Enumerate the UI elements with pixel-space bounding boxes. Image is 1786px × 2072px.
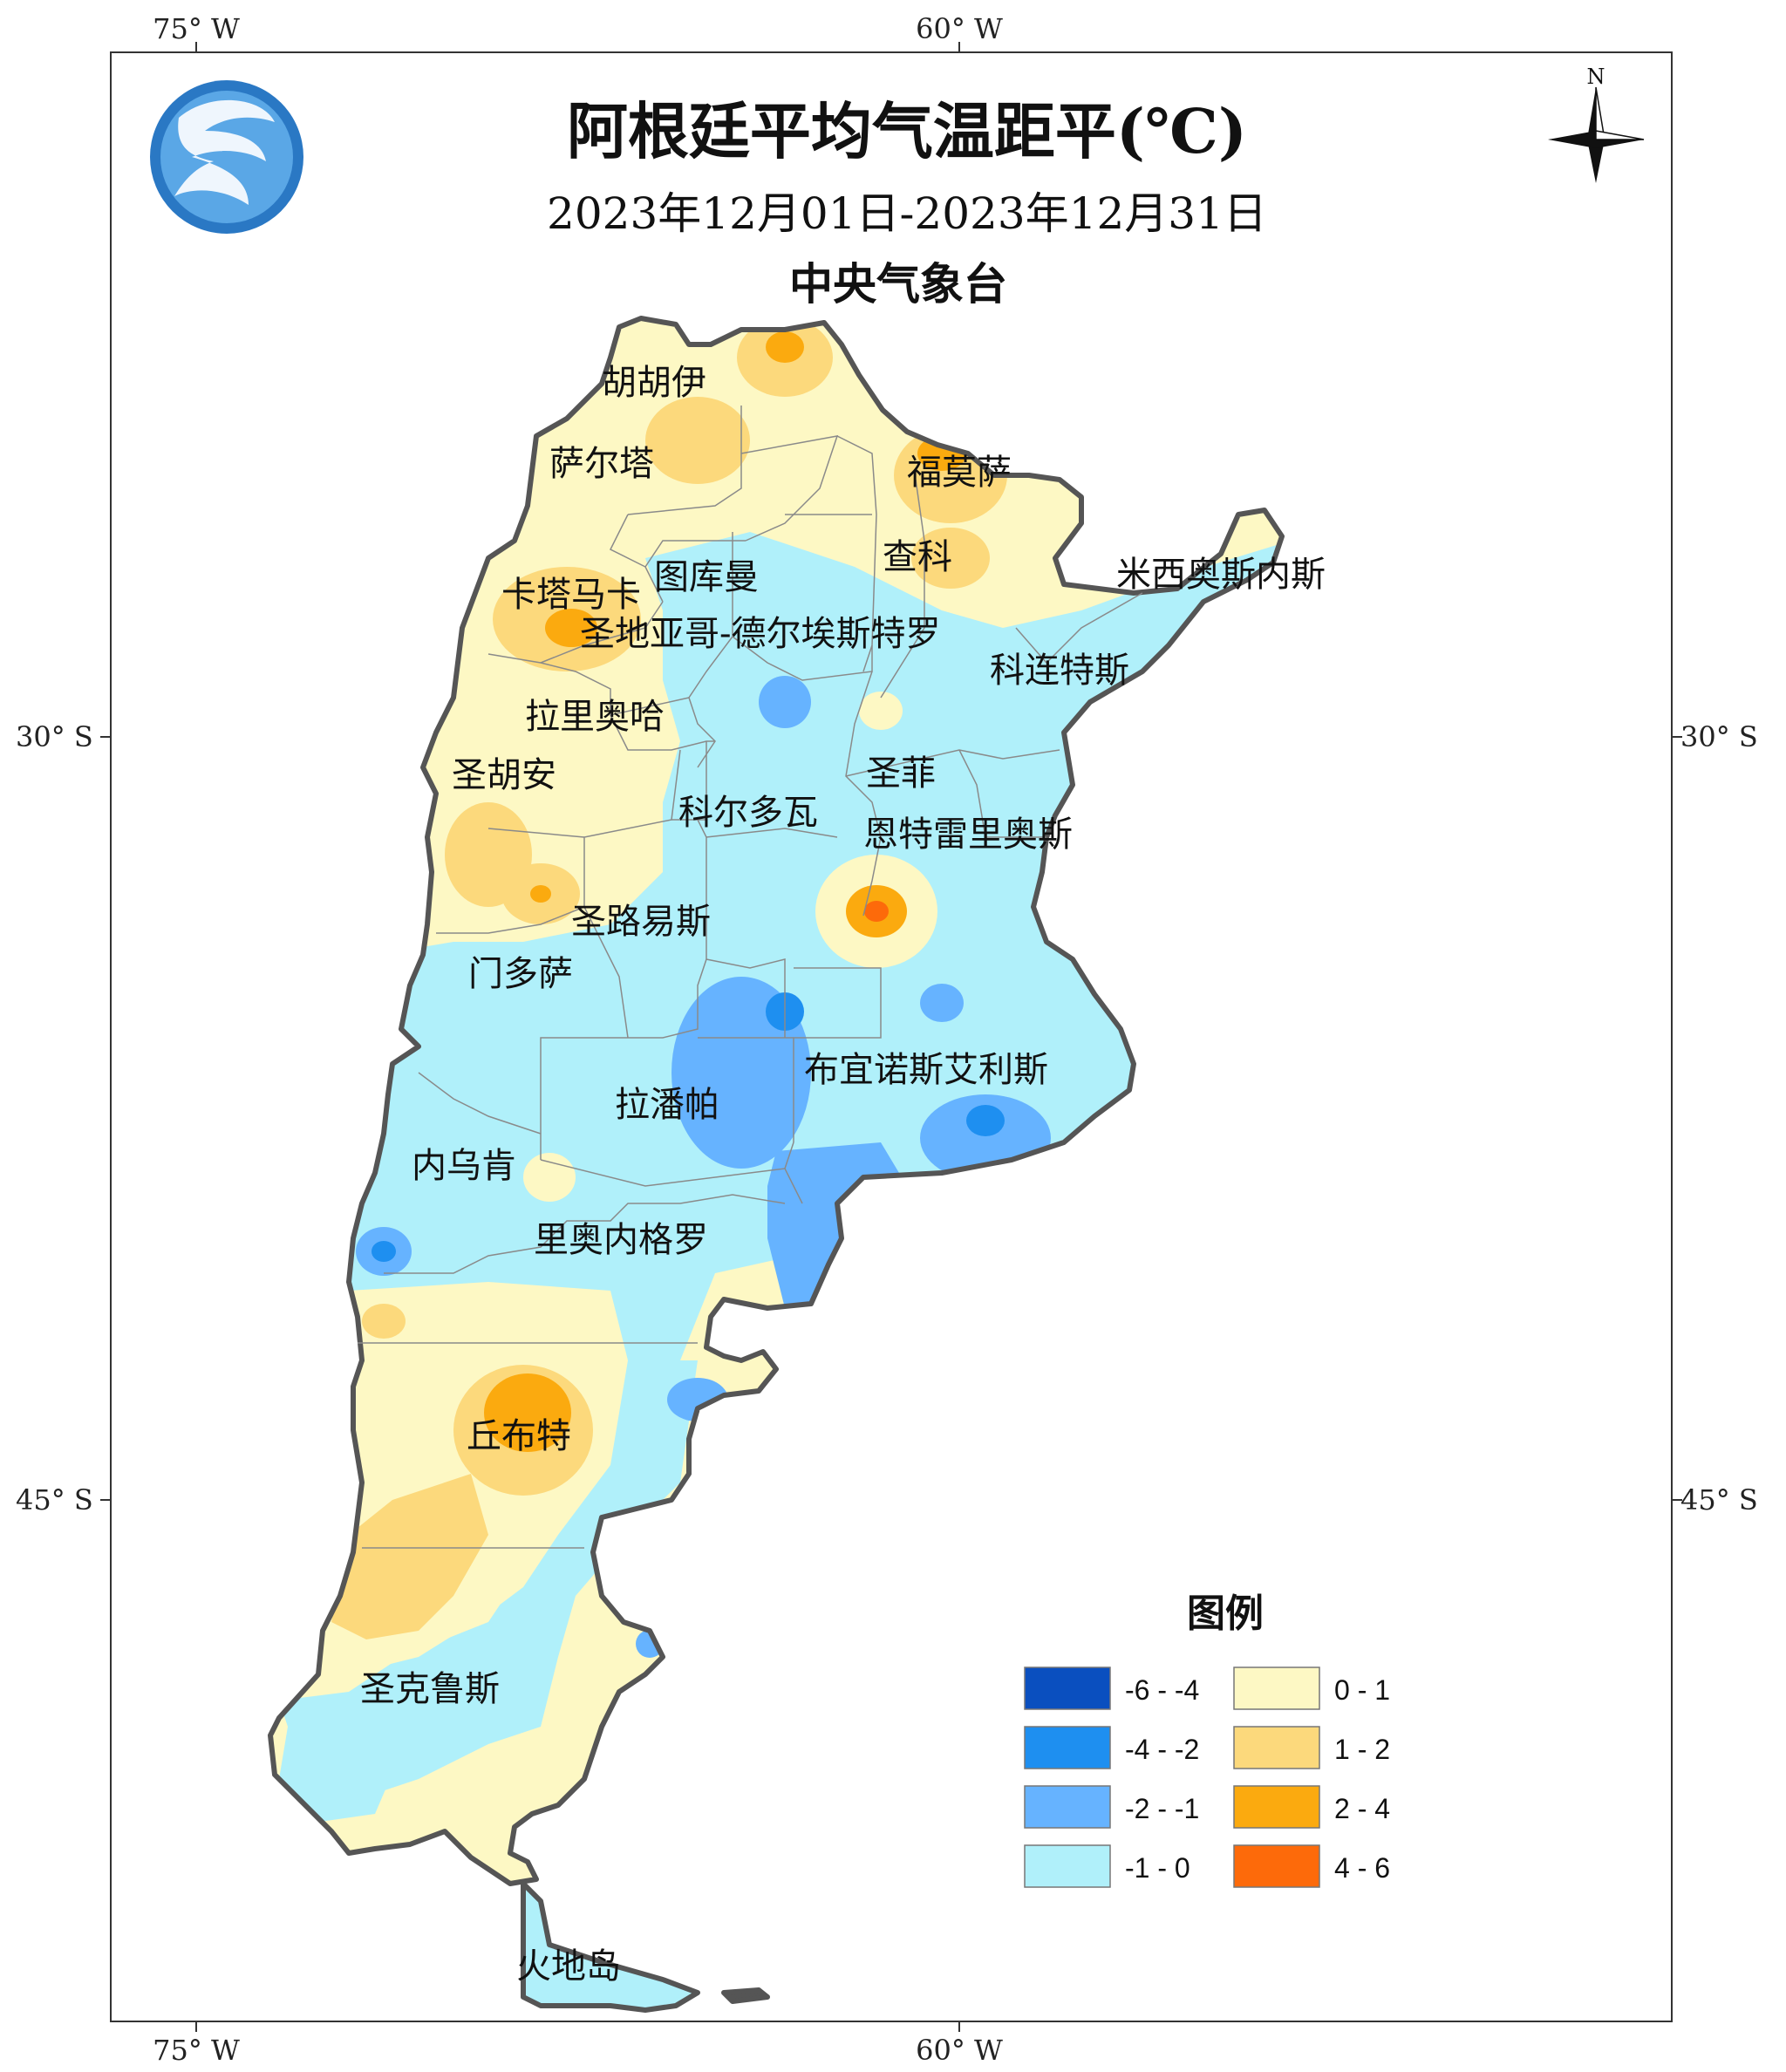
legend-swatch: [1233, 1726, 1320, 1769]
province-label-salta: 萨尔塔: [549, 444, 654, 484]
legend-swatch: [1024, 1785, 1111, 1829]
left-lat-label-30s: 30° S: [16, 720, 93, 753]
province-label-misiones: 米西奥斯内斯: [1116, 555, 1326, 595]
legend-label: -6 - -4: [1125, 1674, 1199, 1706]
legend: 图例 -6 - -4 -4 - -2 -2 - -1 -1 - 0 0 - 1 1 - 2…: [1024, 1591, 1390, 1888]
legend-swatch: [1233, 1666, 1320, 1710]
top-lon-label-75w: 75° W: [153, 12, 240, 45]
province-label-chaco: 查科: [883, 537, 952, 577]
province-label-entre-rios: 恩特雷里奥斯: [863, 814, 1073, 855]
province-label-buenos-aires: 布宜诺斯艾利斯: [804, 1050, 1048, 1090]
legend-label: -4 - -2: [1125, 1734, 1199, 1765]
province-label-catamarca: 卡塔马卡: [501, 575, 641, 615]
right-lat-label-30s: 30° S: [1680, 720, 1758, 753]
legend-label: 1 - 2: [1334, 1734, 1390, 1765]
province-label-chubut: 丘布特: [467, 1416, 571, 1456]
province-label-san-juan: 圣胡安: [452, 755, 556, 795]
graticule-ticks: [100, 42, 1682, 2032]
province-label-corrientes: 科连特斯: [990, 651, 1129, 691]
province-labels: 胡胡伊 萨尔塔 福莫萨 查科 图库曼 卡塔马卡 圣地亚哥-德尔埃斯特罗 米西奥斯…: [360, 363, 1326, 1987]
legend-label: -1 - 0: [1125, 1852, 1190, 1884]
legend-label: -2 - -1: [1125, 1793, 1199, 1824]
legend-swatch: [1233, 1785, 1320, 1829]
province-label-mendoza: 门多萨: [468, 954, 573, 994]
province-label-la-pampa: 拉潘帕: [615, 1085, 719, 1125]
svg-text:N: N: [1587, 65, 1605, 89]
bottom-lon-label-60w: 60° W: [916, 2034, 1003, 2067]
cma-logo-icon: [150, 80, 303, 234]
legend-swatch: [1024, 1844, 1111, 1888]
legend-swatch: [1024, 1666, 1111, 1710]
top-lon-label-60w: 60° W: [916, 12, 1003, 45]
legend-label: 0 - 1: [1334, 1674, 1390, 1706]
province-label-santa-cruz: 圣克鲁斯: [360, 1669, 500, 1709]
province-label-formosa: 福莫萨: [907, 453, 1012, 493]
province-label-santiago-del-estero: 圣地亚哥-德尔埃斯特罗: [580, 614, 941, 654]
province-label-san-luis: 圣路易斯: [571, 902, 711, 942]
province-label-jujuy: 胡胡伊: [602, 363, 706, 403]
province-label-tucuman: 图库曼: [654, 557, 759, 597]
province-label-cordoba: 科尔多瓦: [678, 793, 818, 833]
province-label-neuquen: 内乌肯: [412, 1146, 516, 1186]
province-label-rio-negro: 里奥内格罗: [534, 1220, 708, 1260]
bottom-lon-label-75w: 75° W: [153, 2034, 240, 2067]
argentina-outline: [268, 316, 1285, 2013]
province-label-santa-fe: 圣菲: [866, 753, 936, 794]
province-borders: [358, 406, 1143, 1549]
map-title: 阿根廷平均气温距平(℃): [567, 95, 1247, 167]
date-range: 2023年12月01日-2023年12月31日: [547, 188, 1267, 239]
legend-label: 4 - 6: [1334, 1852, 1390, 1884]
legend-swatch: [1233, 1844, 1320, 1888]
legend-title: 图例: [1187, 1591, 1264, 1636]
agency-name: 中央气象台: [789, 259, 1007, 310]
legend-label: 2 - 4: [1334, 1793, 1390, 1824]
province-label-tierra-del-fuego: 火地岛: [516, 1946, 621, 1987]
right-lat-label-45s: 45° S: [1680, 1483, 1758, 1517]
province-label-la-rioja: 拉里奥哈: [525, 697, 665, 737]
north-arrow-icon: N: [1548, 65, 1645, 183]
legend-swatch: [1024, 1726, 1111, 1769]
left-lat-label-45s: 45° S: [16, 1483, 93, 1517]
